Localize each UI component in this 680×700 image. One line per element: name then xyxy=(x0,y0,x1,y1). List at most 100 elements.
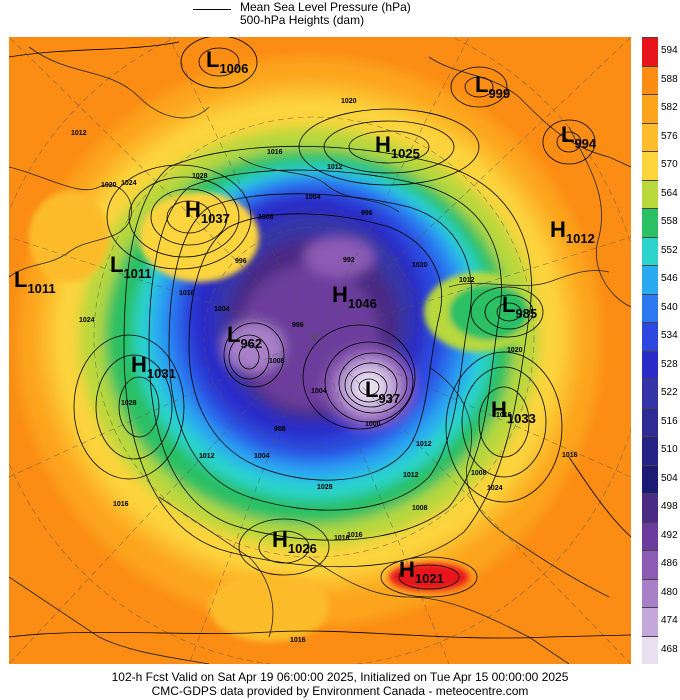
weather-map: 1020 1012 1016 1020 1024 1028 1012 1004 1008 996 9… xyxy=(9,37,631,664)
isobar-value-label: 1004 xyxy=(305,194,321,201)
height-colorbar: 594 588 582 576 570 564 558 552 546 540 534 528 522 5… xyxy=(642,37,678,664)
coastlines xyxy=(9,46,631,664)
colorbar-swatch xyxy=(642,179,658,208)
colorbar-label: 558 xyxy=(661,216,678,228)
isobar-value-label: 1000 xyxy=(365,421,381,428)
graticule xyxy=(9,37,631,664)
colorbar-swatch xyxy=(642,578,658,607)
high-pressure-label: H1037 xyxy=(185,197,230,226)
isobar-value-label: 1008 xyxy=(258,214,274,221)
isobar-value-label: 992 xyxy=(343,257,355,264)
isobar-value-label: 988 xyxy=(274,426,286,433)
chart-footer: 102-h Fcst Valid on Sat Apr 19 06:00:00 … xyxy=(0,670,680,698)
isobar-value-label: 1012 xyxy=(403,472,419,479)
colorbar-label: 474 xyxy=(661,615,678,627)
isobar-value-label: 1016 xyxy=(334,535,350,542)
colorbar-swatch xyxy=(642,151,658,180)
isobar-value-label: 1020 xyxy=(101,182,117,189)
isobar-value-label: 1016 xyxy=(562,452,578,459)
high-pressure-label: H1025 xyxy=(375,132,420,161)
high-pressure-label: H1012 xyxy=(550,217,595,246)
colorbar-swatch xyxy=(642,350,658,379)
isobar-value-label: 1024 xyxy=(79,317,95,324)
legend-heights-label: 500-hPa Heights (dam) xyxy=(240,13,365,27)
colorbar-swatch xyxy=(642,493,658,522)
low-pressure-label: L999 xyxy=(475,72,510,101)
high-pressure-label: H1033 xyxy=(491,397,536,426)
isobar-value-label: 1020 xyxy=(341,98,357,105)
isobar-value-label: 1004 xyxy=(254,453,270,460)
colorbar-label: 552 xyxy=(661,244,678,256)
isobar-value-label: 1004 xyxy=(214,306,230,313)
colorbar-swatch xyxy=(642,208,658,237)
colorbar-label: 594 xyxy=(661,45,678,57)
colorbar-swatch xyxy=(642,293,658,322)
colorbar-swatch xyxy=(642,464,658,493)
isobar-value-label: 1016 xyxy=(290,637,306,644)
colorbar-label: 492 xyxy=(661,529,678,541)
colorbar-swatch xyxy=(642,550,658,579)
isobar-value-label: 1016 xyxy=(267,149,283,156)
isobar-value-label: 1016 xyxy=(179,290,195,297)
isobar-value-label: 996 xyxy=(292,322,304,329)
isobar-value-label: 1012 xyxy=(459,277,475,284)
colorbar-label: 498 xyxy=(661,501,678,513)
colorbar-swatch xyxy=(642,436,658,465)
isobar-value-label: 1028 xyxy=(317,484,333,491)
isobars xyxy=(9,37,631,639)
colorbar-label: 480 xyxy=(661,586,678,598)
low-pressure-label: L985 xyxy=(502,292,537,321)
colorbar-label: 528 xyxy=(661,358,678,370)
colorbar-swatch xyxy=(642,379,658,408)
high-pressure-label: H1031 xyxy=(131,352,176,381)
data-source-line: CMC-GDPS data provided by Environment Ca… xyxy=(151,684,529,698)
isobar-value-label: 1012 xyxy=(327,164,343,171)
isobar-labels: 1020 1012 1016 1020 1024 1028 1012 1004 1008 996 9… xyxy=(71,98,578,644)
colorbar-label: 486 xyxy=(661,558,678,570)
colorbar-label: 516 xyxy=(661,415,678,427)
isobar-value-label: 1008 xyxy=(471,470,487,477)
isobar-value-label: 1020 xyxy=(412,262,428,269)
colorbar-swatch xyxy=(642,521,658,550)
low-pressure-label: L1011 xyxy=(110,252,152,281)
colorbar-label: 588 xyxy=(661,73,678,85)
colorbar-label: 540 xyxy=(661,301,678,313)
colorbar-label: 582 xyxy=(661,102,678,114)
isobar-value-label: 1024 xyxy=(487,485,503,492)
colorbar-swatch xyxy=(642,65,658,94)
colorbar-label: 468 xyxy=(661,643,678,655)
colorbar-swatch xyxy=(642,94,658,123)
isobar-value-label: 1012 xyxy=(199,453,215,460)
pressure-systems: L1006 L999 H1025 L994 H1037 H1012 L1011 L1011 H1… xyxy=(14,47,597,586)
low-pressure-label: L994 xyxy=(561,122,597,151)
isobar-value-label: 1028 xyxy=(192,173,208,180)
isobar-value-label: 1012 xyxy=(71,130,87,137)
low-pressure-label: L937 xyxy=(365,377,400,406)
colorbar-label: 504 xyxy=(661,472,678,484)
chart-header: Mean Sea Level Pressure (hPa) 500-hPa He… xyxy=(0,0,680,36)
high-pressure-label: H1046 xyxy=(332,282,377,311)
isobar-value-label: 1008 xyxy=(412,505,428,512)
colorbar-label: 576 xyxy=(661,130,678,142)
colorbar-swatch xyxy=(642,407,658,436)
isobar-value-label: 1008 xyxy=(269,358,285,365)
isobar-value-label: 1028 xyxy=(121,400,137,407)
high-pressure-label: H1021 xyxy=(399,557,444,586)
isobar-value-label: 996 xyxy=(361,210,373,217)
colorbar-swatch xyxy=(642,265,658,294)
height-fill xyxy=(9,37,631,664)
map-svg: 1020 1012 1016 1020 1024 1028 1012 1004 1008 996 9… xyxy=(9,37,631,664)
colorbar-swatch xyxy=(642,635,658,664)
colorbar-label: 570 xyxy=(661,159,678,171)
isobar-value-label: 1016 xyxy=(347,532,363,539)
colorbar-swatch xyxy=(642,607,658,636)
low-pressure-label: L962 xyxy=(227,322,262,351)
low-pressure-label: L1011 xyxy=(14,267,56,296)
colorbar-label: 510 xyxy=(661,444,678,456)
forecast-valid-line: 102-h Fcst Valid on Sat Apr 19 06:00:00 … xyxy=(111,670,569,684)
isobar-value-label: 1004 xyxy=(311,388,327,395)
low-pressure-label: L1006 xyxy=(206,47,248,76)
colorbar-swatch xyxy=(642,236,658,265)
colorbar-swatch xyxy=(642,122,658,151)
colorbar-label: 522 xyxy=(661,387,678,399)
